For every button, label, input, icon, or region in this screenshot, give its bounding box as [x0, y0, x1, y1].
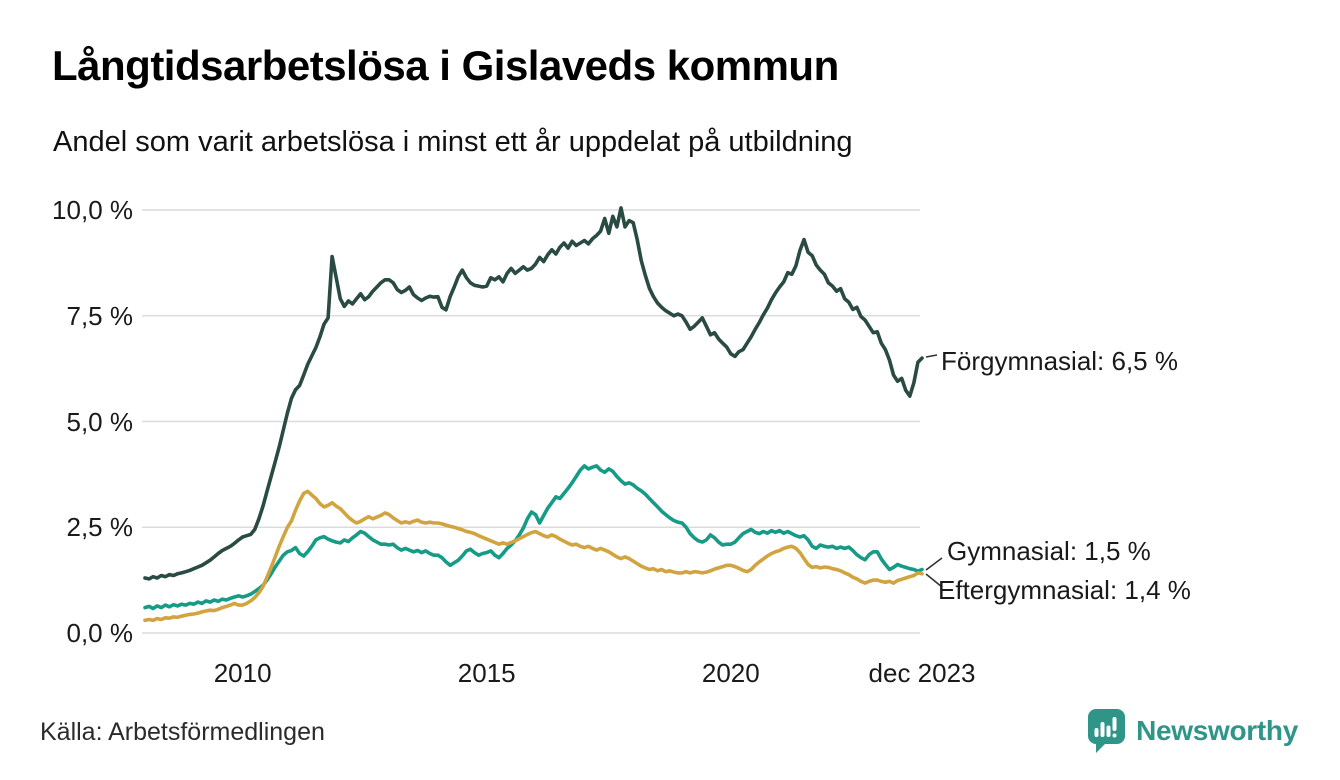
newsworthy-wordmark: Newsworthy: [1136, 715, 1298, 746]
label-leader-line: [925, 573, 943, 588]
source-attribution: Källa: Arbetsförmedlingen: [40, 718, 325, 746]
series-end-label-forgymnasial: Förgymnasial: 6,5 %: [941, 346, 1178, 376]
series-line-förgymnasial: [143, 206, 924, 581]
newsworthy-logo: Newsworthy: [1086, 708, 1298, 754]
y-tick-label: 7,5 %: [66, 300, 134, 331]
series-end-label-gymnasial: Gymnasial: 1,5 %: [947, 536, 1151, 566]
y-tick-label: 2,5 %: [66, 512, 134, 543]
y-tick-label: 0,0 %: [66, 618, 134, 648]
x-tick-label: 2010: [213, 658, 272, 688]
x-tick-label: 2020: [701, 658, 760, 688]
label-leader-line: [925, 557, 943, 571]
x-tick-label: 2015: [457, 658, 516, 688]
page-subtitle: Andel som varit arbetslösa i minst ett å…: [53, 126, 853, 158]
y-tick-label: 10,0 %: [52, 195, 133, 225]
y-tick-label: 5,0 %: [66, 406, 134, 437]
label-leader-line: [925, 354, 938, 358]
x-tick-label: dec 2023: [868, 658, 976, 688]
series-line-gymnasial: [143, 464, 924, 611]
page-title: Långtidsarbetslösa i Gislaveds kommun: [52, 42, 839, 89]
newsworthy-speech-bubble-bar-chart-icon: [1088, 709, 1126, 753]
series-line-eftergymnasial: [143, 489, 924, 623]
series-end-label-eftergymnasial: Eftergymnasial: 1,4 %: [938, 575, 1191, 605]
